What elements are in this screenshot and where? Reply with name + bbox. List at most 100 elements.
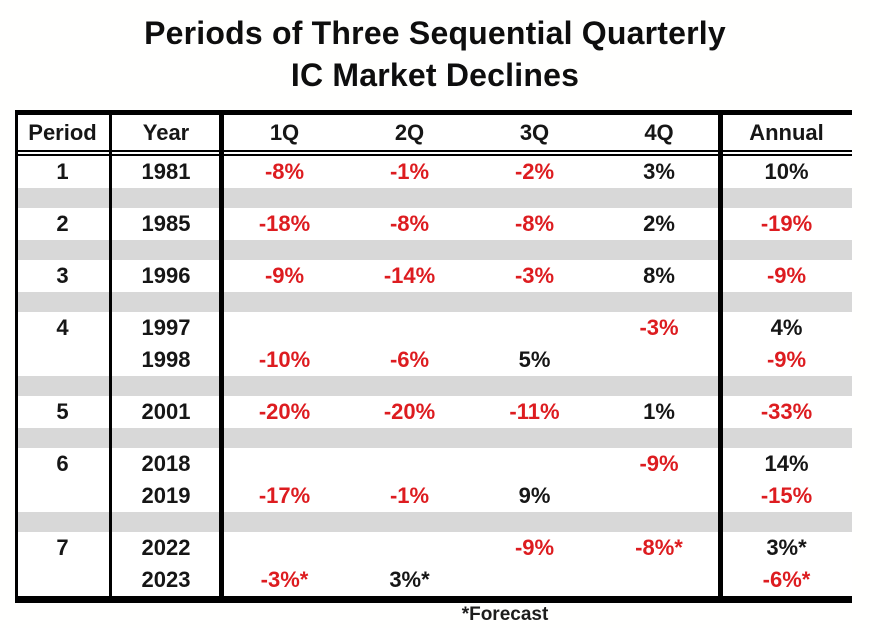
table-cell: -9% [639, 451, 679, 476]
table-cell [472, 564, 597, 596]
divider-period-year [109, 115, 112, 596]
table-cell: 7 [56, 535, 69, 560]
table-cell: -14% [383, 263, 436, 288]
table-cell: 10% [764, 159, 809, 184]
table-cell: 2% [643, 211, 675, 236]
table-cell [597, 480, 721, 512]
table-cell: 4% [770, 315, 803, 340]
table-cell: -15% [760, 483, 813, 508]
table-cell: -33% [760, 399, 813, 424]
table-cell: -3% [639, 315, 679, 340]
ic-declines-table: Period Year 1Q 2Q 3Q 4Q Annual 1 1981 -8% -… [15, 110, 852, 603]
table-cell [597, 564, 721, 596]
table-cell: 1996 [141, 263, 191, 288]
table-cell: -6%* [762, 567, 811, 592]
table-cell: -8% [389, 211, 430, 236]
table-cell: -11% [509, 399, 560, 424]
table-cell: 3%* [389, 567, 430, 592]
table-cell: -2% [514, 159, 555, 184]
table-cell: 1998 [141, 347, 191, 372]
table-cell [472, 448, 597, 480]
separator-row [15, 428, 852, 448]
table-cell [222, 448, 347, 480]
table-cell: 6 [56, 451, 69, 476]
table-cell: -3%* [260, 567, 309, 592]
table-cell: 4 [56, 315, 69, 340]
table-cell [15, 344, 110, 376]
divider-year-quarters [219, 115, 224, 596]
table-cell [597, 344, 721, 376]
header-cell-year: Year [142, 120, 190, 145]
table-cell: 9% [518, 483, 551, 508]
table-row: 4 1997 -3% 4% [15, 312, 852, 344]
table-cell: -8%* [635, 535, 683, 560]
table-row: 2019 -17% -1% 9% -15% [15, 480, 852, 512]
table-cell: -20% [258, 399, 311, 424]
table-cell [347, 312, 472, 344]
table-cell: -6% [389, 347, 430, 372]
table-cell: -9% [264, 263, 305, 288]
table-row: 5 2001 -20% -20% -11% 1% -33% [15, 396, 852, 428]
table-row: 2023 -3%* 3%* -6%* [15, 564, 852, 596]
table-cell: -8% [514, 211, 555, 236]
table-cell: 2023 [141, 567, 191, 592]
table-cell: 3% [643, 159, 675, 184]
divider-quarters-annual [718, 115, 723, 596]
table-cell: 2022 [141, 535, 191, 560]
header-cell-3q: 3Q [519, 120, 550, 145]
table-cell [347, 448, 472, 480]
table-row: 1 1981 -8% -1% -2% 3% 10% [15, 156, 852, 188]
chart-title: Periods of Three Sequential Quarterly IC… [0, 12, 870, 96]
table-cell: 14% [764, 451, 809, 476]
table-cell: -9% [514, 535, 555, 560]
table-row: 3 1996 -9% -14% -3% 8% -9% [15, 260, 852, 292]
table-row: 2 1985 -18% -8% -8% 2% -19% [15, 208, 852, 240]
table-cell: 3%* [766, 535, 807, 560]
table-cell: 1981 [141, 159, 191, 184]
separator-row [15, 292, 852, 312]
table-cell [15, 480, 110, 512]
table-cell: -1% [389, 483, 430, 508]
table-cell: -9% [766, 347, 807, 372]
table-cell: 8% [643, 263, 675, 288]
separator-row [15, 376, 852, 396]
table-cell: 1985 [141, 211, 191, 236]
table-cell: 2019 [141, 483, 191, 508]
table-cell: 1% [643, 399, 675, 424]
table-cell: 5 [56, 399, 69, 424]
table-row: 7 2022 -9% -8%* 3%* [15, 532, 852, 564]
table-cell: -20% [383, 399, 436, 424]
table-cell [472, 312, 597, 344]
separator-row [15, 512, 852, 532]
table-cell: 2 [56, 211, 69, 236]
header-cell-period: Period [28, 120, 97, 145]
table-cell: -17% [258, 483, 311, 508]
table-cell: -1% [389, 159, 430, 184]
table-cell: -18% [258, 211, 311, 236]
table-cell: 2001 [141, 399, 191, 424]
table-row: 1998 -10% -6% 5% -9% [15, 344, 852, 376]
table-cell [222, 532, 347, 564]
header-cell-annual: Annual [749, 120, 824, 145]
separator-row [15, 188, 852, 208]
table-cell [347, 532, 472, 564]
header-cell-1q: 1Q [269, 120, 300, 145]
table-cell [15, 564, 110, 596]
table-row: 6 2018 -9% 14% [15, 448, 852, 480]
table-cell: -8% [264, 159, 305, 184]
chart-title-line2: IC Market Declines [290, 57, 580, 93]
table-cell: -10% [258, 347, 311, 372]
table-cell: 2018 [141, 451, 191, 476]
table-cell [222, 312, 347, 344]
table-cell: 5% [518, 347, 551, 372]
header-cell-2q: 2Q [394, 120, 425, 145]
chart-title-line1: Periods of Three Sequential Quarterly [144, 15, 726, 51]
table-cell: -19% [760, 211, 813, 236]
table-cell: 1 [56, 159, 69, 184]
forecast-footnote: *Forecast [461, 604, 549, 625]
table-cell: -9% [766, 263, 807, 288]
table-border-left [15, 115, 18, 596]
table-cell: 1997 [141, 315, 191, 340]
table-cell: -3% [514, 263, 555, 288]
